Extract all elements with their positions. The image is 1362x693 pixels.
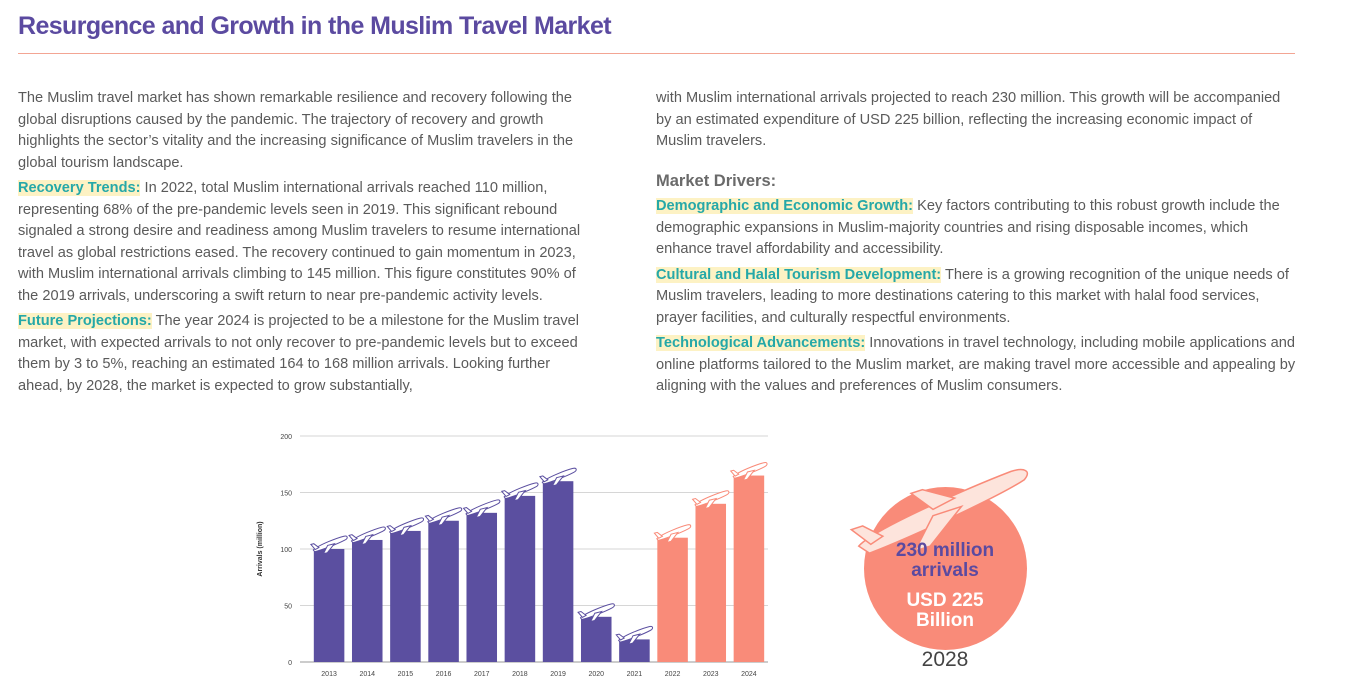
driver-text: There is a growing recognition of the un… <box>656 266 1289 326</box>
intro-paragraph: The Muslim travel market has shown remar… <box>18 90 574 171</box>
driver-item: Cultural and Halal Tourism Development: … <box>656 265 1296 330</box>
arrivals-bar-chart: 0 50 100 150 200 Arrivals (million) 2013 2014 20… <box>257 434 768 678</box>
right-column: with Muslim international arrivals proje… <box>656 88 1296 402</box>
driver-text: Key factors contributing to this robust … <box>656 198 1280 257</box>
spend-figure: USD 225 Billion <box>840 591 1050 631</box>
driver-label: Demographic and Economic Growth: <box>656 198 914 214</box>
bar <box>351 539 383 662</box>
future-text: The year 2024 is projected to be a miles… <box>18 313 580 394</box>
x-tick-label: 2017 <box>474 671 490 678</box>
airplane-icon <box>615 625 654 645</box>
x-tick-label: 2015 <box>398 671 414 678</box>
driver-item: Technological Advancements: Innovations … <box>656 333 1296 398</box>
page-title: Resurgence and Growth in the Muslim Trav… <box>18 12 612 40</box>
bar <box>313 549 345 662</box>
x-tick-label: 2013 <box>321 671 337 678</box>
x-tick-label: 2016 <box>436 671 452 678</box>
x-tick-label: 2022 <box>665 671 681 678</box>
bar <box>619 639 650 662</box>
driver-item: Demographic and Economic Growth: Key fac… <box>656 196 1296 261</box>
bar <box>542 481 574 662</box>
driver-text: Innovations in travel technology, includ… <box>656 335 1296 394</box>
bar <box>466 512 498 662</box>
y-tick-label: 50 <box>284 604 292 611</box>
driver-label: Cultural and Halal Tourism Development: <box>656 266 942 283</box>
bar <box>580 616 612 662</box>
title-divider <box>18 53 1295 54</box>
airplane-icon <box>386 517 425 537</box>
airplane-icon <box>849 468 1029 555</box>
x-tick-label: 2018 <box>512 671 528 678</box>
x-tick-label: 2021 <box>627 671 643 678</box>
x-tick-label: 2024 <box>741 671 757 678</box>
bar <box>504 495 536 662</box>
x-tick-label: 2014 <box>359 671 375 678</box>
arrivals-figure: 230 million arrivals <box>840 541 1050 581</box>
projection-badge: 230 million arrivals USD 225 Billion 202… <box>840 455 1040 685</box>
recovery-label: Recovery Trends: <box>18 180 141 196</box>
airplane-icon <box>500 482 539 502</box>
x-tick-label: 2020 <box>588 671 604 678</box>
spend-line: USD 225 <box>906 590 984 611</box>
future-label: Future Projections: <box>18 313 152 329</box>
airplane-icon <box>424 507 463 527</box>
drivers-heading: Market Drivers: <box>656 171 777 190</box>
bar <box>695 503 727 662</box>
bar <box>657 537 688 662</box>
recovery-text: In 2022, total Muslim international arri… <box>18 180 581 304</box>
projection-year: 2028 <box>921 648 969 671</box>
recovery-paragraph: Recovery Trends: In 2022, total Muslim i… <box>18 178 583 307</box>
airplane-icon <box>577 603 615 623</box>
airplane-icon <box>691 490 730 510</box>
x-tick-label: 2019 <box>550 671 566 678</box>
bar <box>733 475 765 662</box>
airplane-icon <box>729 462 768 481</box>
x-tick-label: 2023 <box>703 671 719 678</box>
continuation-paragraph: with Muslim international arrivals proje… <box>656 90 1281 149</box>
arrivals-line: 230 million <box>895 540 995 561</box>
driver-label: Technological Advancements: <box>656 335 866 351</box>
y-axis-label: Arrivals (million) <box>257 521 264 576</box>
bar <box>428 520 459 662</box>
left-column: The Muslim travel market has shown remar… <box>18 88 583 401</box>
airplane-icon <box>538 467 577 487</box>
y-tick-label: 150 <box>280 491 292 498</box>
y-tick-label: 0 <box>288 660 292 667</box>
airplane-icon <box>348 526 386 546</box>
y-tick-label: 200 <box>280 434 292 441</box>
airplane-icon <box>462 499 501 519</box>
future-paragraph: Future Projections: The year 2024 is pro… <box>18 311 583 397</box>
airplane-icon <box>653 524 692 544</box>
spend-line: Billion <box>915 610 975 631</box>
airplane-icon <box>309 535 348 555</box>
bar <box>390 530 421 662</box>
y-tick-label: 100 <box>280 547 292 554</box>
arrivals-line: arrivals <box>911 560 979 581</box>
